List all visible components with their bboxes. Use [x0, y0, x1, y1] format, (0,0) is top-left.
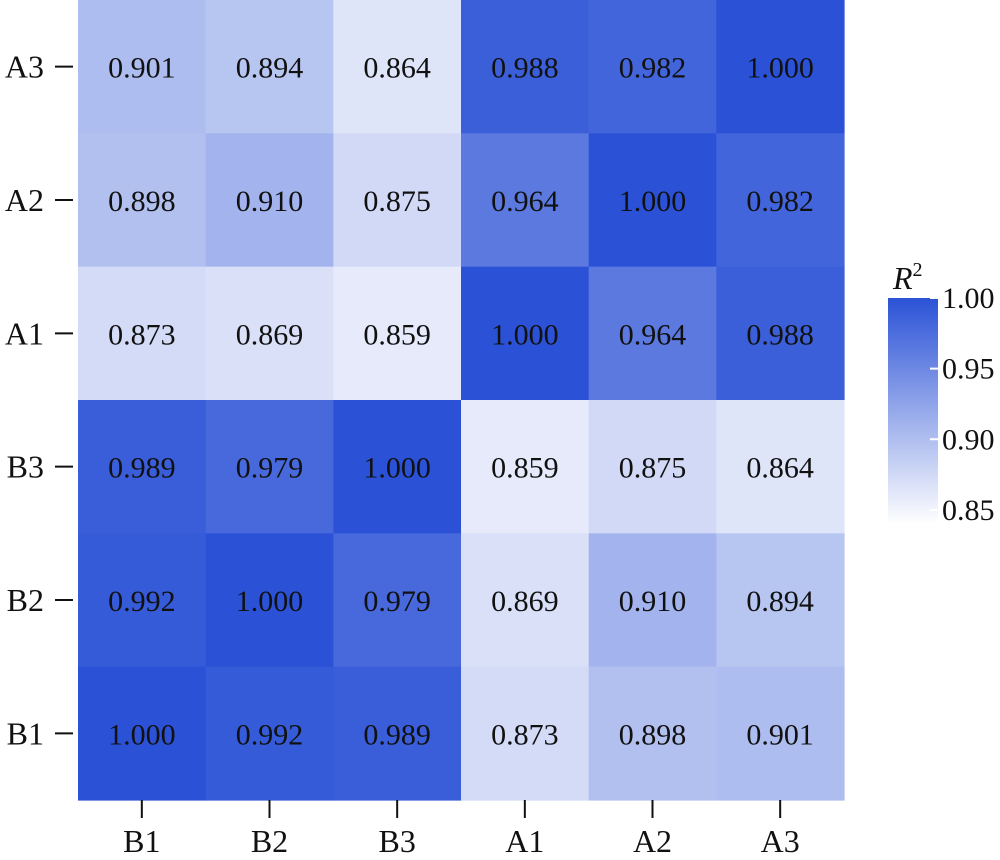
cell-value-label: 1.000	[363, 452, 431, 485]
cell-value-label: 0.894	[236, 52, 304, 85]
y-axis-tick-label: A2	[5, 182, 44, 218]
heatmap-cell	[333, 133, 462, 268]
heatmap-cell	[461, 266, 590, 401]
x-axis-tick-label: B2	[251, 823, 288, 859]
x-axis-tick-label: A2	[633, 823, 672, 859]
heatmap-cell	[588, 400, 717, 534]
heatmap-cells	[78, 0, 845, 801]
cell-value-label: 0.910	[236, 185, 304, 218]
heatmap-cell	[716, 266, 845, 401]
colorbar-title: R2	[892, 259, 923, 296]
heatmap-cell	[716, 133, 845, 268]
y-axis-tick-label: B3	[7, 449, 44, 485]
cell-value-label: 0.898	[108, 185, 176, 218]
cell-value-label: 0.864	[363, 52, 431, 85]
cell-value-label: 1.000	[108, 718, 176, 751]
heatmap-cell	[78, 400, 207, 534]
heatmap-cell	[78, 666, 207, 801]
cell-value-label: 0.859	[363, 318, 431, 351]
colorbar-tick-label: 1.00	[942, 282, 995, 315]
colorbar: R2 1.00 0.95 0.90 0.85	[888, 259, 995, 527]
heatmap-cell	[461, 400, 590, 534]
colorbar-title-base: R	[892, 260, 913, 296]
heatmap-cell	[461, 666, 590, 801]
cell-value-label: 0.875	[363, 185, 431, 218]
x-axis-tick-label: B1	[123, 823, 160, 859]
heatmap-cell	[333, 266, 462, 401]
cell-value-label: 0.910	[619, 585, 687, 618]
cell-value-label: 0.864	[746, 452, 814, 485]
heatmap-cell	[205, 0, 334, 134]
heatmap-cell	[716, 666, 845, 801]
heatmap-cell	[716, 533, 845, 668]
cell-value-label: 0.859	[491, 452, 559, 485]
heatmap-cell	[205, 400, 334, 534]
cell-value-label: 0.988	[746, 318, 814, 351]
x-axis-tick-label: B3	[378, 823, 415, 859]
cell-value-label: 0.964	[491, 185, 559, 218]
cell-value-label: 0.979	[236, 452, 304, 485]
heatmap-cell	[461, 133, 590, 268]
cell-value-label: 0.901	[746, 718, 814, 751]
heatmap-cell	[333, 400, 462, 534]
colorbar-ticks: 1.00 0.95 0.90 0.85	[930, 282, 995, 527]
colorbar-tick-label: 0.85	[942, 494, 995, 527]
heatmap-cell	[78, 533, 207, 668]
heatmap-cell	[588, 533, 717, 668]
cell-value-label: 0.982	[619, 52, 687, 85]
cell-value-label: 0.989	[108, 452, 176, 485]
x-axis-tick-label: A3	[761, 823, 800, 859]
heatmap-cell	[588, 666, 717, 801]
cell-value-label: 0.979	[363, 585, 431, 618]
cell-value-label: 1.000	[491, 318, 559, 351]
cell-value-label: 0.898	[619, 718, 687, 751]
heatmap-cell	[716, 0, 845, 134]
y-axis: A3 A2 A1 B3 B2 B1	[5, 49, 73, 751]
heatmap-cell	[333, 0, 462, 134]
colorbar-title-sup: 2	[913, 259, 923, 281]
heatmap-cell	[333, 666, 462, 801]
y-axis-tick-label: B2	[7, 582, 44, 618]
cell-value-label: 0.873	[491, 718, 559, 751]
heatmap-cell	[461, 0, 590, 134]
cell-value-label: 0.901	[108, 52, 176, 85]
cell-value-label: 0.992	[236, 718, 304, 751]
cell-value-label: 1.000	[236, 585, 304, 618]
cell-value-label: 0.992	[108, 585, 176, 618]
colorbar-gradient	[888, 298, 938, 524]
cell-value-label: 0.873	[108, 318, 176, 351]
heatmap-cell	[333, 533, 462, 668]
heatmap-cell	[588, 133, 717, 268]
cell-value-label: 0.869	[236, 318, 304, 351]
heatmap-cell	[78, 133, 207, 268]
cell-value-label: 1.000	[746, 52, 814, 85]
cell-value-label: 0.869	[491, 585, 559, 618]
heatmap-cell	[588, 0, 717, 134]
y-axis-tick-label: B1	[7, 715, 44, 751]
cell-value-label: 0.964	[619, 318, 687, 351]
heatmap-cell	[716, 400, 845, 534]
x-axis: B1 B2 B3 A1 A2 A3	[123, 800, 800, 859]
cell-value-label: 1.000	[619, 185, 687, 218]
heatmap-cell	[205, 266, 334, 401]
cell-value-label: 0.989	[363, 718, 431, 751]
cell-value-label: 0.894	[746, 585, 814, 618]
colorbar-tick-label: 0.90	[942, 423, 995, 456]
x-axis-tick-label: A1	[505, 823, 544, 859]
heatmap-cell	[78, 0, 207, 134]
heatmap-cell-labels: 0.901 0.894 0.864 0.988 0.982 1.000 0.898 0.910…	[108, 52, 814, 752]
heatmap-cell	[78, 266, 207, 401]
colorbar-tick-label: 0.95	[942, 353, 995, 386]
heatmap-cell	[205, 133, 334, 268]
cell-value-label: 0.988	[491, 52, 559, 85]
heatmap-cell	[461, 533, 590, 668]
cell-value-label: 0.982	[746, 185, 814, 218]
heatmap-cell	[205, 666, 334, 801]
y-axis-tick-label: A3	[5, 49, 44, 85]
heatmap-cell	[588, 266, 717, 401]
heatmap-cell	[205, 533, 334, 668]
y-axis-tick-label: A1	[5, 315, 44, 351]
cell-value-label: 0.875	[619, 452, 687, 485]
